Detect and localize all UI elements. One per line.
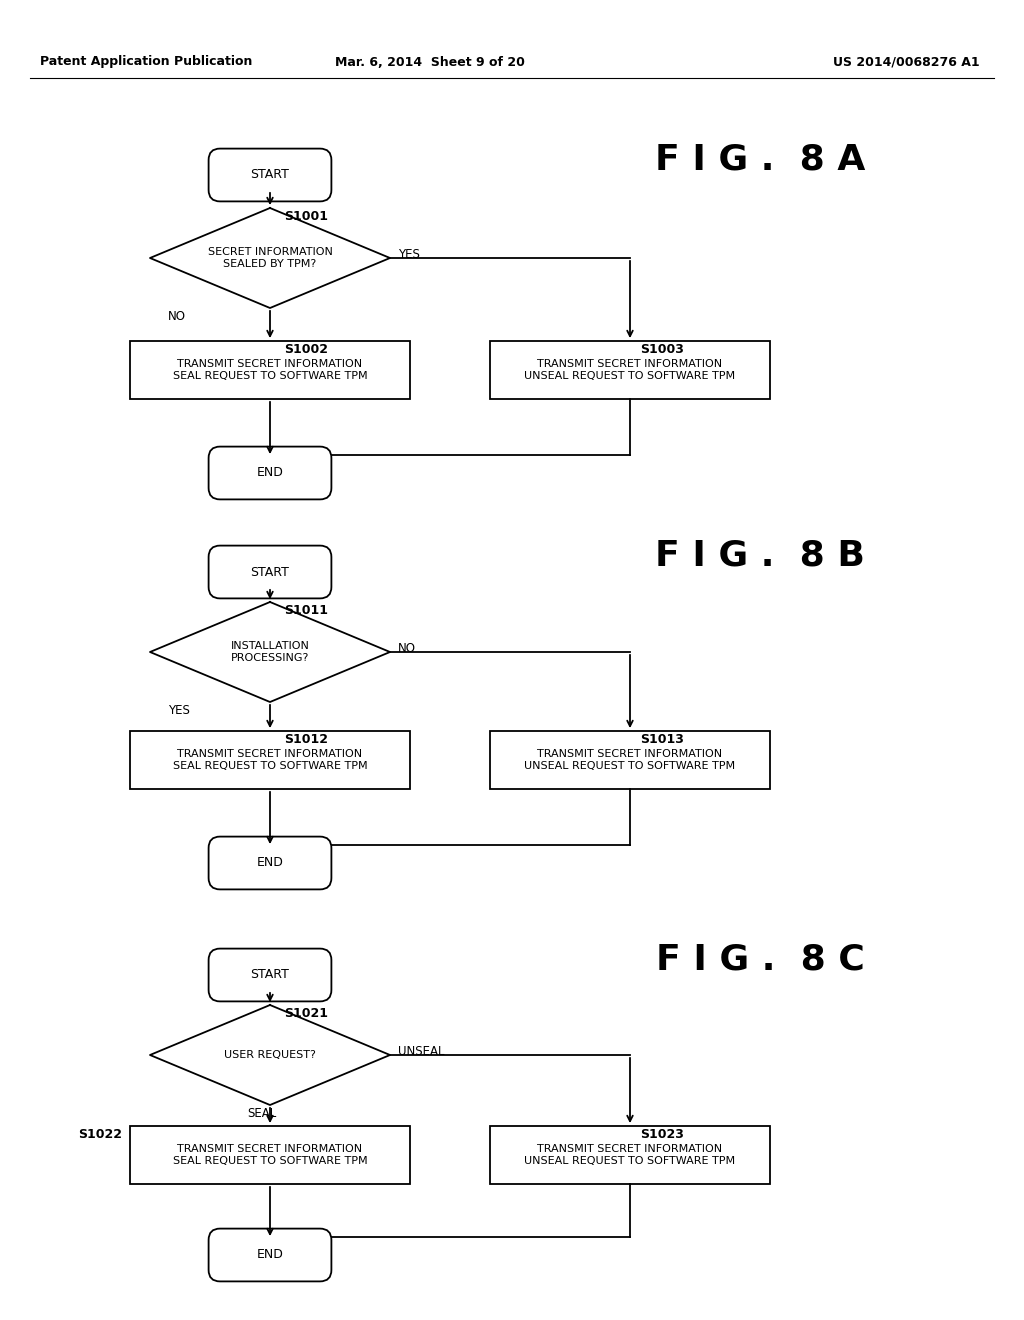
- Text: TRANSMIT SECRET INFORMATION
SEAL REQUEST TO SOFTWARE TPM: TRANSMIT SECRET INFORMATION SEAL REQUEST…: [173, 750, 368, 771]
- Text: START: START: [251, 169, 290, 181]
- Text: END: END: [257, 1249, 284, 1262]
- Text: S1003: S1003: [640, 343, 684, 356]
- Text: END: END: [257, 466, 284, 479]
- FancyBboxPatch shape: [209, 446, 332, 499]
- Text: YES: YES: [168, 704, 189, 717]
- Text: TRANSMIT SECRET INFORMATION
UNSEAL REQUEST TO SOFTWARE TPM: TRANSMIT SECRET INFORMATION UNSEAL REQUE…: [524, 359, 735, 380]
- Text: Mar. 6, 2014  Sheet 9 of 20: Mar. 6, 2014 Sheet 9 of 20: [335, 55, 525, 69]
- Text: SECRET INFORMATION
SEALED BY TPM?: SECRET INFORMATION SEALED BY TPM?: [208, 247, 333, 269]
- Text: F I G .  8 C: F I G . 8 C: [655, 942, 864, 977]
- Text: F I G .  8 B: F I G . 8 B: [655, 539, 865, 573]
- Text: US 2014/0068276 A1: US 2014/0068276 A1: [834, 55, 980, 69]
- Text: S1001: S1001: [284, 210, 328, 223]
- Text: TRANSMIT SECRET INFORMATION
UNSEAL REQUEST TO SOFTWARE TPM: TRANSMIT SECRET INFORMATION UNSEAL REQUE…: [524, 750, 735, 771]
- Text: USER REQUEST?: USER REQUEST?: [224, 1049, 316, 1060]
- Text: NO: NO: [168, 310, 186, 323]
- Text: S1021: S1021: [284, 1007, 328, 1020]
- Text: UNSEAL: UNSEAL: [398, 1045, 444, 1059]
- FancyBboxPatch shape: [209, 1229, 332, 1282]
- FancyBboxPatch shape: [209, 545, 332, 598]
- Bar: [130, 1126, 410, 1184]
- Bar: [490, 1126, 770, 1184]
- FancyBboxPatch shape: [209, 149, 332, 202]
- FancyBboxPatch shape: [209, 949, 332, 1002]
- Text: Patent Application Publication: Patent Application Publication: [40, 55, 252, 69]
- Text: NO: NO: [398, 642, 416, 655]
- Bar: [490, 731, 770, 789]
- Text: S1002: S1002: [284, 343, 328, 356]
- Bar: [130, 341, 410, 399]
- Text: F I G .  8 A: F I G . 8 A: [654, 143, 865, 177]
- Text: END: END: [257, 857, 284, 870]
- Bar: [490, 341, 770, 399]
- Text: S1013: S1013: [640, 733, 684, 746]
- Text: S1012: S1012: [284, 733, 328, 746]
- Text: YES: YES: [398, 248, 420, 261]
- Text: S1023: S1023: [640, 1129, 684, 1140]
- Text: TRANSMIT SECRET INFORMATION
UNSEAL REQUEST TO SOFTWARE TPM: TRANSMIT SECRET INFORMATION UNSEAL REQUE…: [524, 1144, 735, 1166]
- Text: S1022: S1022: [78, 1129, 122, 1140]
- Text: INSTALLATION
PROCESSING?: INSTALLATION PROCESSING?: [230, 642, 309, 663]
- Text: TRANSMIT SECRET INFORMATION
SEAL REQUEST TO SOFTWARE TPM: TRANSMIT SECRET INFORMATION SEAL REQUEST…: [173, 359, 368, 380]
- Text: SEAL: SEAL: [248, 1107, 276, 1119]
- FancyBboxPatch shape: [209, 837, 332, 890]
- Text: TRANSMIT SECRET INFORMATION
SEAL REQUEST TO SOFTWARE TPM: TRANSMIT SECRET INFORMATION SEAL REQUEST…: [173, 1144, 368, 1166]
- Text: START: START: [251, 969, 290, 982]
- Bar: [130, 731, 410, 789]
- Text: START: START: [251, 565, 290, 578]
- Text: S1011: S1011: [284, 605, 328, 616]
